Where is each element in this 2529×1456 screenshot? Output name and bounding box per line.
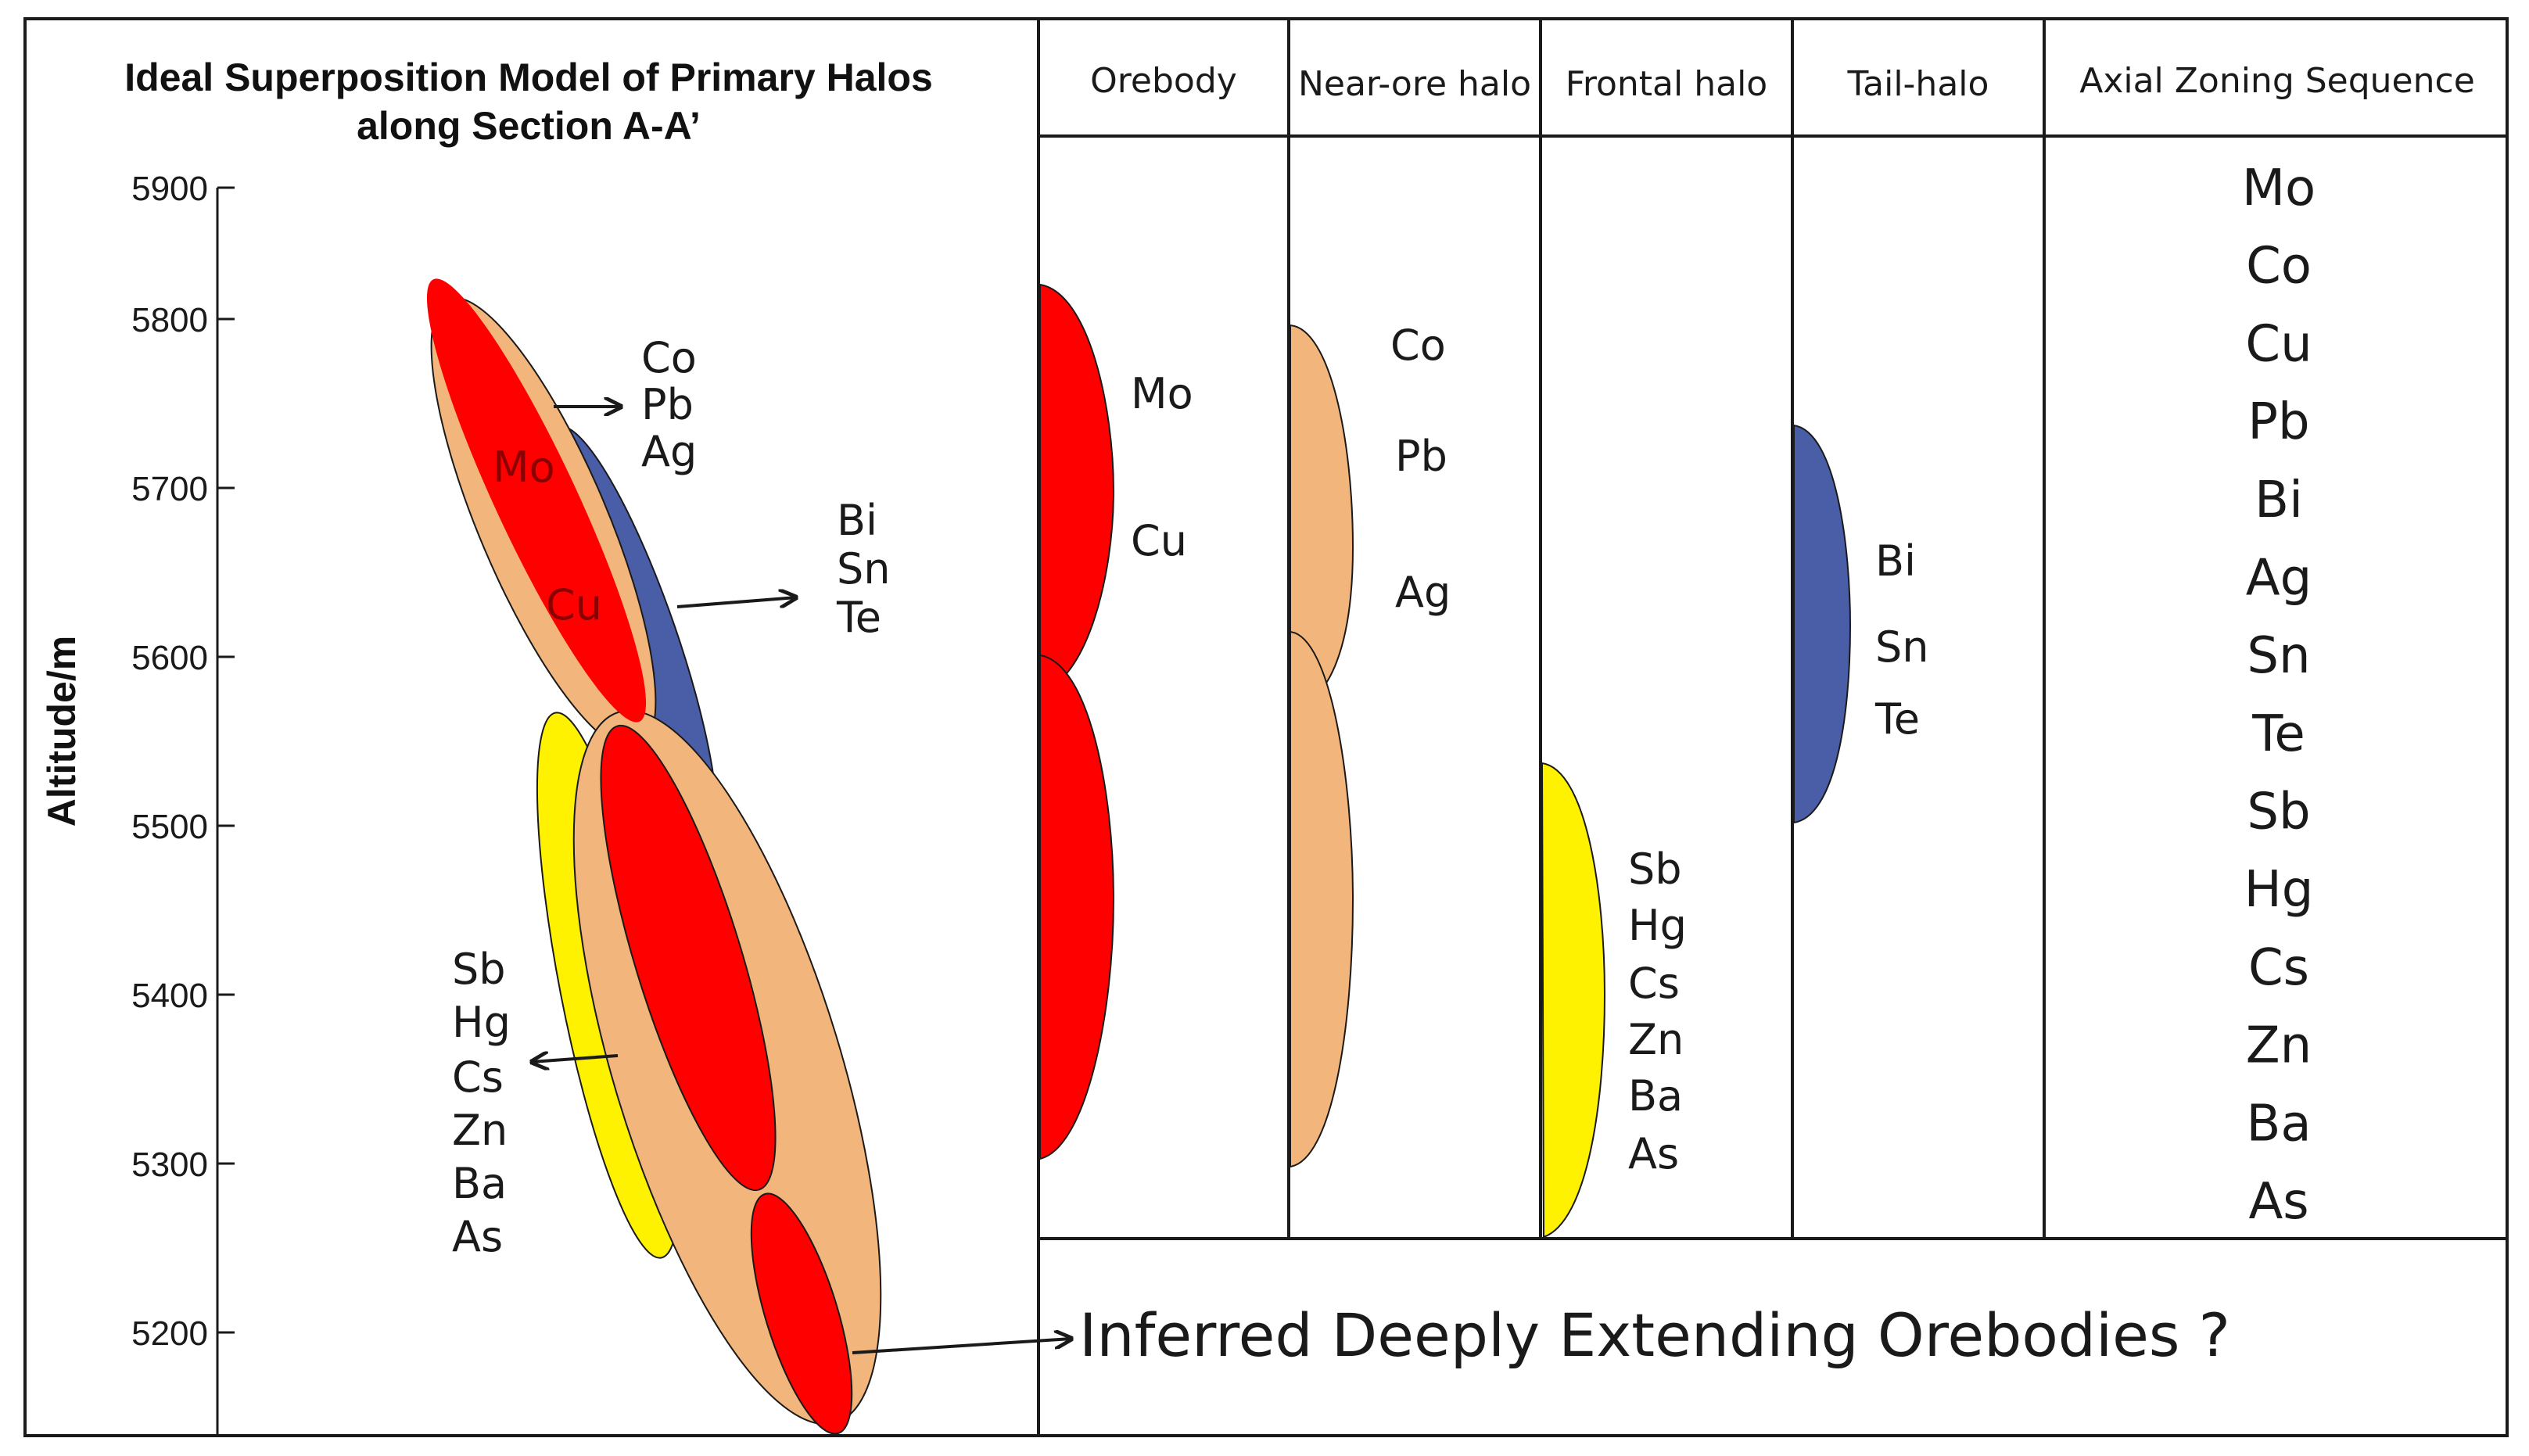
- section-label-mo: Mo: [493, 443, 555, 492]
- orebody-col-cu: Cu: [1131, 516, 1187, 565]
- orebody-middle: [600, 724, 777, 1192]
- section-model: [227, 278, 1032, 1456]
- section-label-ag: Ag: [641, 427, 697, 476]
- axial-seq-item: Co: [2246, 238, 2312, 296]
- altitude-axis-label: Altitude/m: [40, 636, 84, 827]
- tick-label: 5200: [131, 1314, 208, 1353]
- tail-col-te: Te: [1874, 694, 1920, 744]
- tick-label: 5600: [131, 639, 208, 677]
- axial-sequence: Mo Co Cu Pb Bi Ag Sn Te Sb Hg Cs Zn Ba As: [2242, 160, 2316, 1231]
- tail-halo-arrow: [676, 597, 796, 608]
- orebody-col-lower-shape: [1039, 654, 1115, 1160]
- section-label-co: Co: [641, 333, 697, 382]
- section-label-cs: Cs: [452, 1053, 504, 1102]
- tail-col-bi: Bi: [1875, 536, 1916, 586]
- axial-seq-item: Zn: [2246, 1017, 2312, 1075]
- tick-label: 5900: [131, 170, 208, 208]
- inferred-orebodies-label: Inferred Deeply Extending Orebodies ?: [1079, 1300, 2230, 1370]
- section-label-ba: Ba: [452, 1159, 507, 1208]
- tick-label: 5500: [131, 808, 208, 846]
- section-label-sb: Sb: [452, 945, 506, 994]
- section-label-zn: Zn: [452, 1106, 508, 1155]
- section-label-as: As: [452, 1212, 503, 1261]
- altitude-ticks: [217, 186, 235, 1334]
- near-ore-col-ag: Ag: [1395, 568, 1451, 617]
- section-label-te: Te: [836, 593, 881, 642]
- frontal-col-ba: Ba: [1628, 1071, 1683, 1121]
- section-label-cu: Cu: [546, 580, 602, 629]
- frontal-halo-arrow: [532, 1056, 619, 1062]
- tick-label: 5400: [131, 977, 208, 1015]
- section-label-bi: Bi: [837, 496, 877, 545]
- orebody-col-mo: Mo: [1131, 369, 1193, 418]
- axial-seq-item: Te: [2251, 705, 2305, 763]
- diagram-title-line1: Ideal Superposition Model of Primary Hal…: [124, 56, 933, 99]
- col-header-near-ore: Near-ore halo: [1298, 64, 1531, 104]
- axial-seq-item: Pb: [2247, 393, 2309, 451]
- tick-label: 5800: [131, 301, 208, 339]
- col-header-tail: Tail-halo: [1847, 64, 1989, 104]
- bottom-mask: [227, 1437, 1032, 1456]
- orebody-deep: [750, 1192, 853, 1435]
- section-label-pb: Pb: [641, 380, 694, 429]
- axial-seq-item: Ag: [2246, 549, 2312, 607]
- axial-seq-item: Mo: [2242, 160, 2316, 217]
- axial-seq-item: Hg: [2244, 861, 2314, 919]
- col-header-orebody: Orebody: [1090, 61, 1237, 101]
- tail-col-shape: [1793, 424, 1852, 824]
- near-ore-col-pb: Pb: [1395, 432, 1447, 481]
- frontal-col-shape: [1541, 762, 1606, 1239]
- tail-col-sn: Sn: [1875, 622, 1929, 672]
- outer-frame: [23, 17, 2509, 1437]
- axial-seq-item: Sn: [2247, 627, 2310, 685]
- col-header-axial: Axial Zoning Sequence: [2079, 61, 2475, 101]
- frontal-col-zn: Zn: [1628, 1015, 1684, 1064]
- near-ore-col-lower-shape: [1290, 630, 1354, 1168]
- axial-seq-item: Sb: [2247, 784, 2310, 841]
- col-header-frontal: Frontal halo: [1566, 64, 1767, 104]
- axial-seq-item: Cu: [2245, 315, 2312, 373]
- section-label-sn: Sn: [837, 544, 891, 594]
- inferred-arrow: [852, 1339, 1071, 1354]
- frontal-col-as: As: [1628, 1129, 1679, 1178]
- frontal-col-cs: Cs: [1628, 959, 1680, 1008]
- orebody-col-upper-shape: [1039, 283, 1115, 693]
- section-label-hg: Hg: [452, 998, 511, 1047]
- frontal-col-hg: Hg: [1628, 901, 1687, 950]
- axial-seq-item: Cs: [2248, 939, 2309, 997]
- axial-seq-item: As: [2248, 1173, 2308, 1231]
- near-ore-col-co: Co: [1390, 321, 1446, 370]
- tick-label: 5700: [131, 470, 208, 508]
- axial-seq-item: Bi: [2255, 472, 2303, 529]
- tick-label: 5300: [131, 1146, 208, 1184]
- orebody-upper: [426, 278, 647, 723]
- diagram-title-line2: along Section A-A’: [357, 104, 701, 148]
- frontal-col-sb: Sb: [1628, 845, 1682, 894]
- axial-seq-item: Ba: [2246, 1095, 2311, 1153]
